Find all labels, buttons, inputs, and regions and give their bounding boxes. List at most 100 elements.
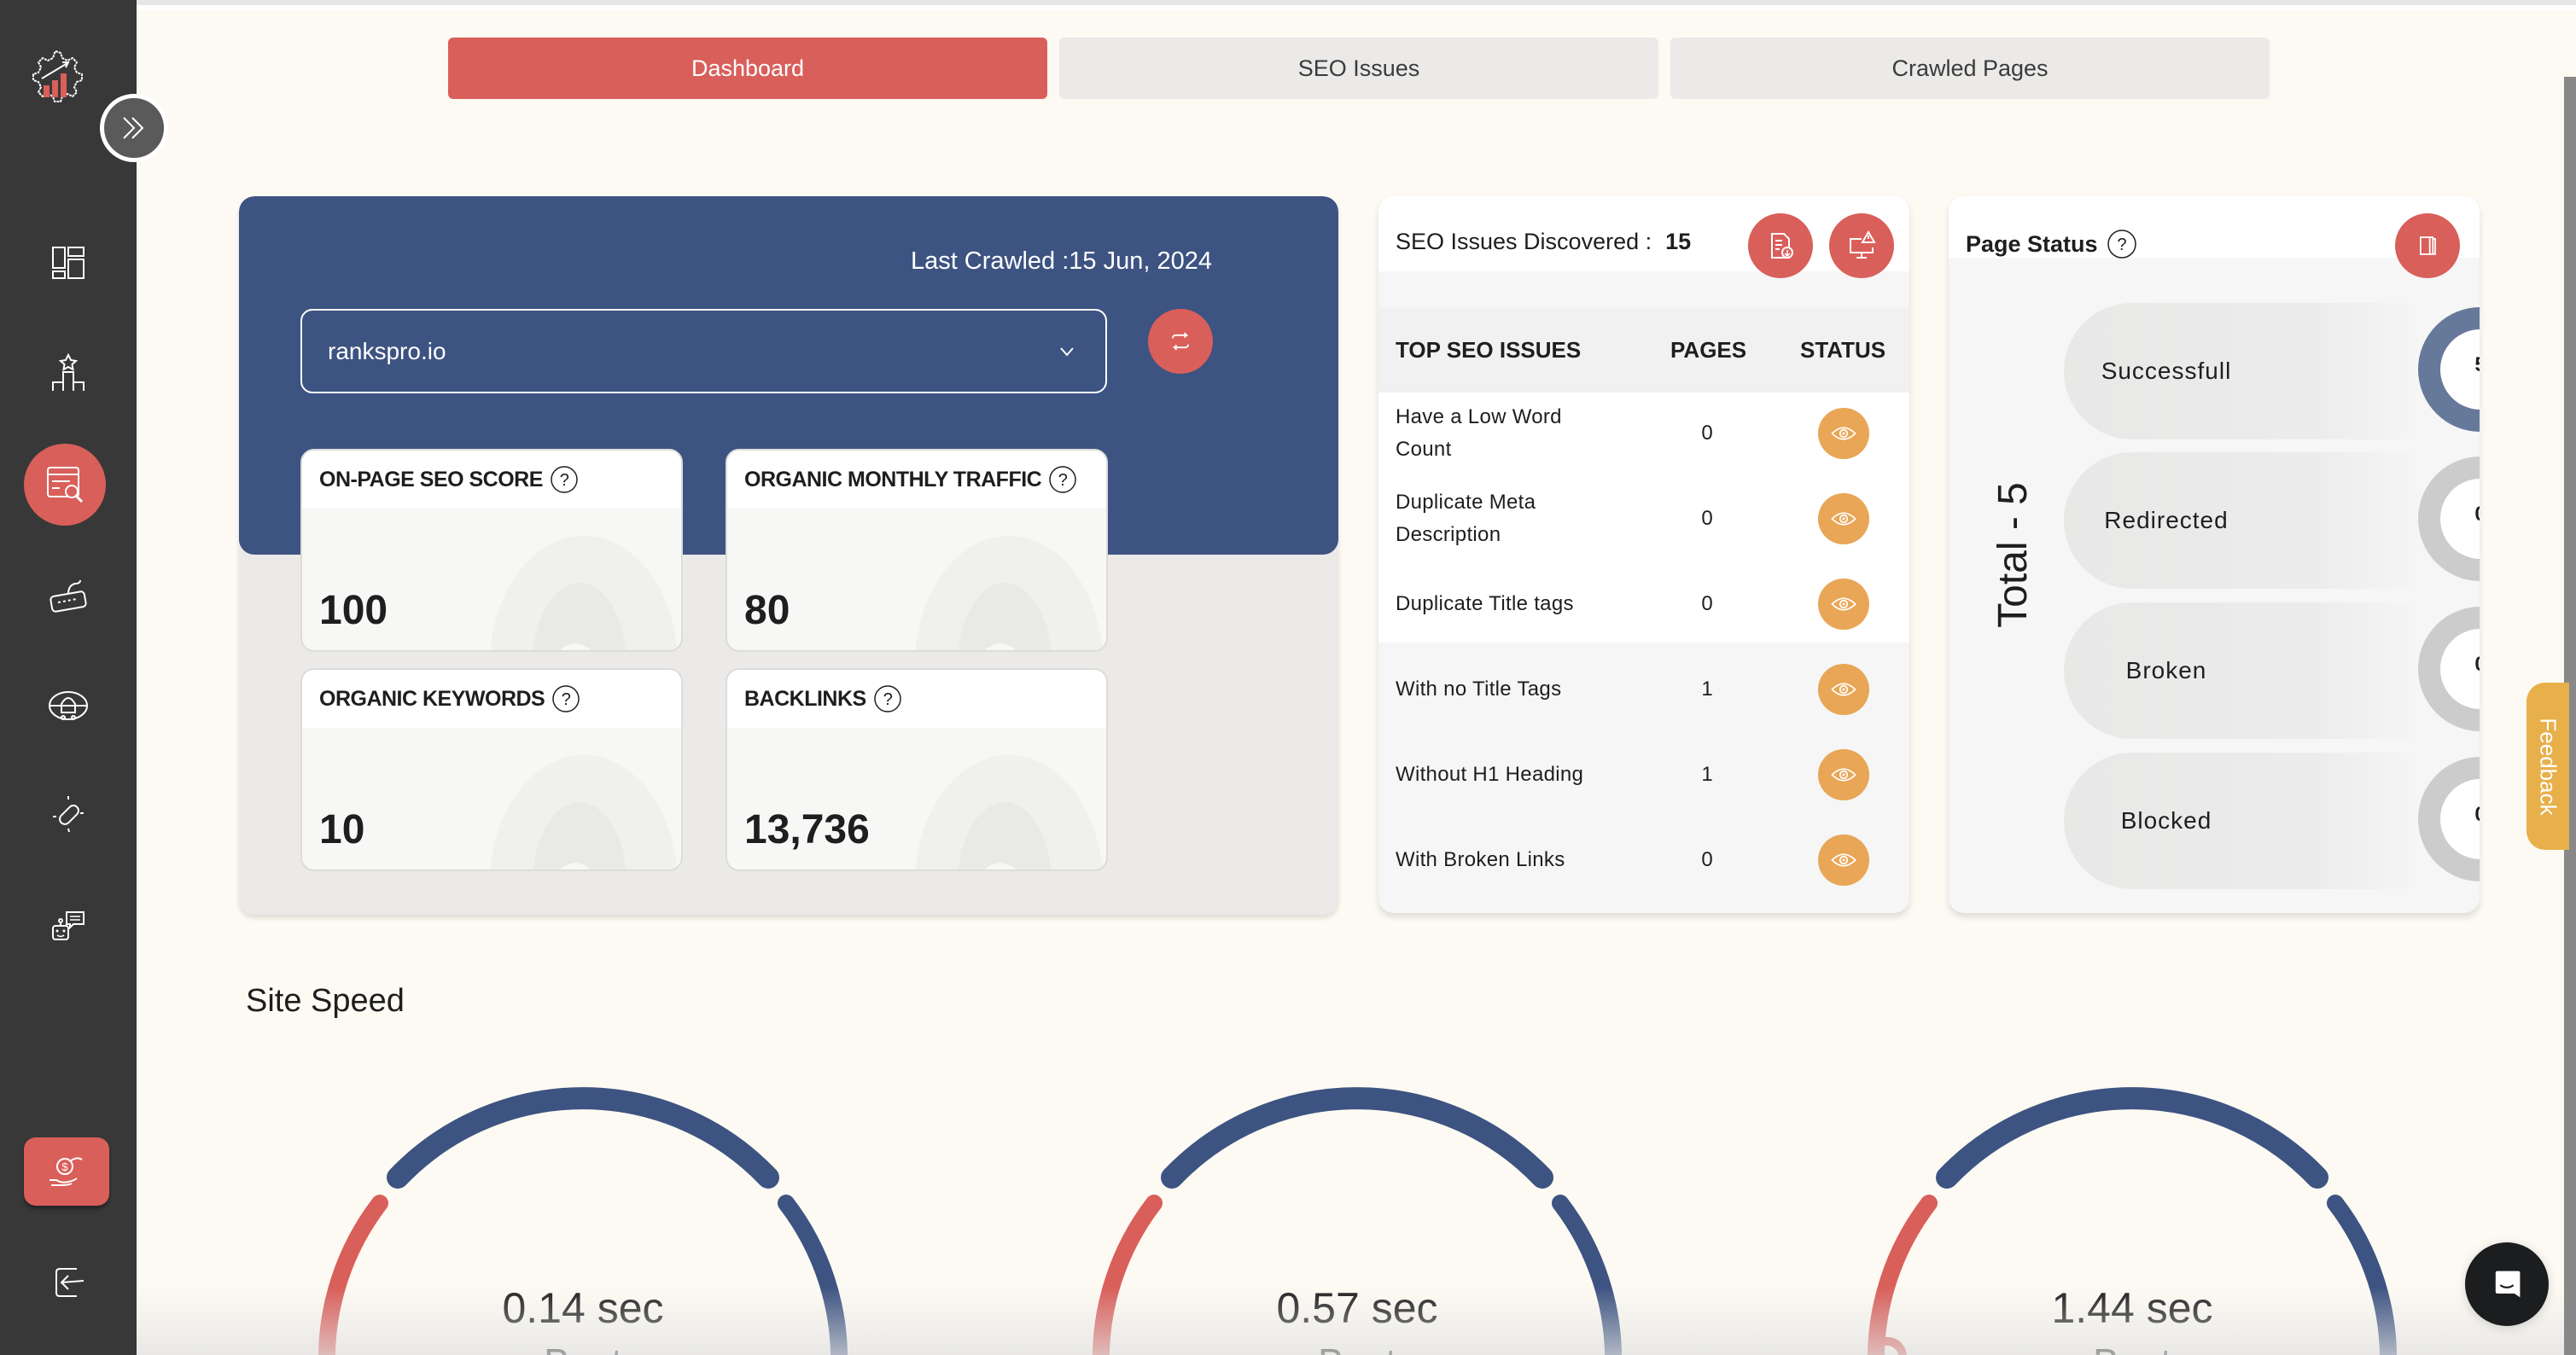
page-status-header bbox=[1949, 196, 2480, 258]
arc-decoration bbox=[490, 536, 678, 650]
view-issue-button[interactable] bbox=[1818, 579, 1869, 630]
switch-domain-button[interactable] bbox=[1148, 309, 1213, 374]
tab-dashboard[interactable]: Dashboard bbox=[448, 38, 1047, 99]
double-chevron-right-icon bbox=[123, 117, 144, 139]
view-pages-button[interactable] bbox=[2395, 213, 2460, 278]
view-issue-button[interactable] bbox=[1818, 835, 1869, 886]
seo-issues-card: SEO Issues Discovered : 15 TOP SEO ISSUES… bbox=[1378, 196, 1909, 913]
metric-value: 80 bbox=[744, 588, 790, 633]
help-icon[interactable]: ? bbox=[550, 465, 579, 494]
issue-name: Have a Low Word Count bbox=[1396, 405, 1562, 461]
speed-gauge-2: 0.57 sec Best bbox=[1084, 1075, 1630, 1355]
sidebar-item-keyword-research[interactable] bbox=[34, 563, 102, 631]
view-issue-button[interactable] bbox=[1818, 664, 1869, 715]
globe-icon bbox=[49, 691, 88, 720]
issue-name: With Broken Links bbox=[1396, 848, 1565, 871]
arc-decoration bbox=[915, 755, 1103, 869]
eye-icon bbox=[1831, 683, 1856, 696]
tab-seo-issues[interactable]: SEO Issues bbox=[1059, 38, 1658, 99]
gauge-rating: Best bbox=[1084, 1340, 1630, 1355]
chat-support-button[interactable] bbox=[2465, 1242, 2549, 1326]
logout-button[interactable] bbox=[34, 1248, 102, 1317]
status-count: 0 bbox=[2440, 779, 2480, 859]
rankspro-logo-icon[interactable] bbox=[21, 44, 90, 113]
tab-crawled-pages[interactable]: Crawled Pages bbox=[1670, 38, 2270, 99]
metric-label: ON-PAGE SEO SCORE bbox=[319, 467, 543, 491]
column-header-pages: PAGES bbox=[1670, 336, 1747, 363]
eye-icon bbox=[1831, 597, 1856, 611]
swap-arrows-icon bbox=[1172, 332, 1189, 351]
status-label: Redirected bbox=[2104, 507, 2229, 533]
status-successful: Successfull bbox=[2064, 303, 2422, 439]
page-scrollbar[interactable] bbox=[2564, 77, 2576, 1355]
issue-pages: 1 bbox=[1701, 678, 1713, 701]
domain-select[interactable]: rankspro.io bbox=[300, 309, 1107, 393]
status-count-ring[interactable]: 5 bbox=[2418, 307, 2480, 432]
svg-text:?: ? bbox=[562, 690, 571, 709]
status-count-ring[interactable]: 0 bbox=[2418, 757, 2480, 881]
column-header-issue: TOP SEO ISSUES bbox=[1396, 336, 1582, 363]
issue-name: Duplicate Meta Description bbox=[1396, 491, 1536, 546]
sidebar-item-rank-tracker[interactable] bbox=[34, 340, 102, 408]
issue-pages: 0 bbox=[1701, 848, 1713, 871]
help-icon[interactable]: ? bbox=[2107, 229, 2137, 259]
page-status-label: Page Status bbox=[1966, 230, 2098, 257]
podium-star-icon bbox=[52, 352, 85, 391]
speed-gauge-3: 1.44 sec Best bbox=[1859, 1075, 2405, 1355]
gauge-rating: Best bbox=[1859, 1340, 2405, 1355]
feedback-label: Feedback bbox=[2535, 717, 2561, 816]
last-crawled-date: Last Crawled :15 Jun, 2024 bbox=[910, 247, 1212, 275]
status-count: 0 bbox=[2440, 629, 2480, 709]
sidebar-item-site-audit[interactable] bbox=[24, 444, 106, 526]
download-report-button[interactable] bbox=[1748, 213, 1813, 278]
table-row: With no Title Tags 1 bbox=[1378, 647, 1909, 732]
help-icon[interactable]: ? bbox=[551, 684, 580, 713]
sidebar-item-dashboard[interactable] bbox=[34, 229, 102, 297]
issue-pages: 0 bbox=[1701, 592, 1713, 615]
status-label: Successfull bbox=[2101, 358, 2232, 384]
status-broken: Broken bbox=[2064, 602, 2422, 739]
table-row: With Broken Links 0 bbox=[1378, 817, 1909, 903]
top-border bbox=[137, 0, 2576, 5]
svg-text:?: ? bbox=[1058, 471, 1068, 490]
gauge-value: 1.44 sec bbox=[2051, 1284, 2213, 1332]
view-issue-button[interactable] bbox=[1818, 493, 1869, 544]
issue-name: Without H1 Heading bbox=[1396, 763, 1584, 786]
metric-card-organic-traffic: ORGANIC MONTHLY TRAFFIC ? 80 bbox=[726, 449, 1108, 652]
column-header-status: STATUS bbox=[1800, 336, 1886, 363]
metric-value: 10 bbox=[319, 807, 365, 852]
alert-monitor-button[interactable] bbox=[1829, 213, 1894, 278]
logout-icon bbox=[55, 1268, 85, 1297]
money-hand-icon: $ bbox=[50, 1157, 83, 1186]
view-issue-button[interactable] bbox=[1818, 408, 1869, 459]
sidebar-item-backlinks[interactable] bbox=[34, 781, 102, 849]
pricing-button[interactable]: $ bbox=[24, 1137, 109, 1206]
issue-pages: 1 bbox=[1701, 763, 1713, 786]
download-document-icon bbox=[1771, 233, 1793, 259]
svg-text:?: ? bbox=[2117, 236, 2126, 254]
metric-value: 100 bbox=[319, 588, 388, 633]
status-label: Blocked bbox=[2120, 807, 2212, 834]
status-count-ring[interactable]: 0 bbox=[2418, 607, 2480, 731]
view-issue-button[interactable] bbox=[1818, 749, 1869, 800]
status-count-ring[interactable]: 0 bbox=[2418, 457, 2480, 581]
svg-text:?: ? bbox=[560, 471, 569, 490]
table-row: Have a Low Word Count 0 bbox=[1378, 391, 1909, 476]
seo-issues-title: SEO Issues Discovered : 15 bbox=[1396, 229, 1691, 255]
sidebar-expand-button[interactable] bbox=[100, 94, 168, 162]
table-row: Duplicate Meta Description 0 bbox=[1378, 476, 1909, 561]
sidebar-item-domain-overview[interactable] bbox=[34, 670, 102, 738]
paperclip-icon bbox=[53, 796, 84, 833]
issue-name: With no Title Tags bbox=[1396, 678, 1562, 701]
overview-card: Last Crawled :15 Jun, 2024 rankspro.io O… bbox=[239, 196, 1338, 915]
help-icon[interactable]: ? bbox=[1048, 465, 1077, 494]
status-count: 0 bbox=[2440, 479, 2480, 559]
help-icon[interactable]: ? bbox=[873, 684, 902, 713]
sidebar-item-ai-chat[interactable] bbox=[34, 892, 102, 960]
feedback-tab[interactable]: Feedback bbox=[2526, 683, 2569, 850]
seo-issues-table-header: TOP SEO ISSUES PAGES STATUS bbox=[1378, 307, 1909, 393]
metric-value: 13,736 bbox=[744, 807, 870, 852]
seo-issues-count: 15 bbox=[1665, 229, 1692, 254]
monitor-warning-icon bbox=[1850, 230, 1876, 259]
table-row: Without H1 Heading 1 bbox=[1378, 732, 1909, 817]
